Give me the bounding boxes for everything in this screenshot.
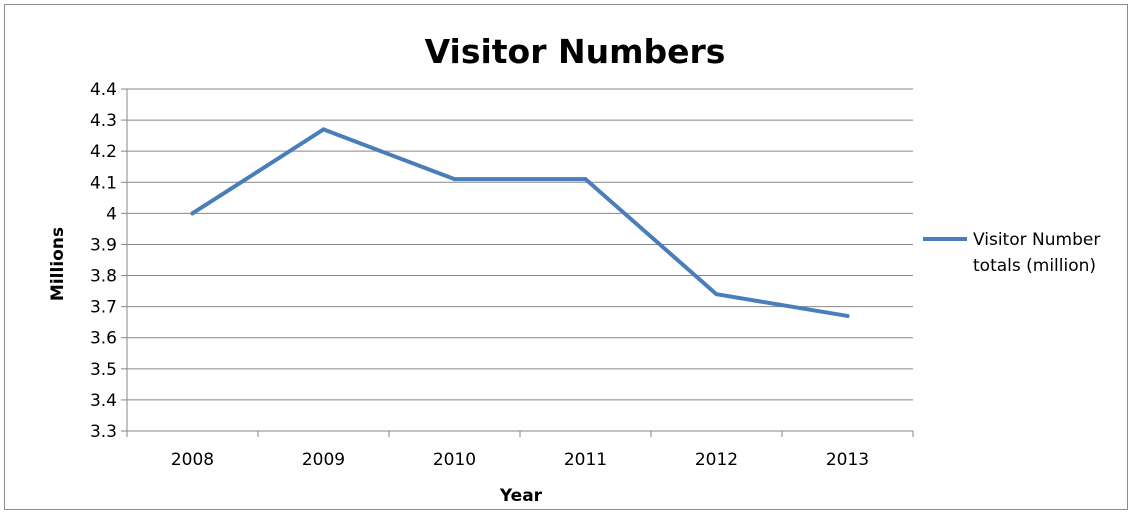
y-tick-label: 3.6: [90, 329, 117, 349]
x-tick-label: 2013: [826, 450, 869, 470]
y-tick-label: 3.8: [90, 267, 117, 287]
y-tick-label: 4.4: [90, 80, 117, 100]
x-tick-label: 2012: [695, 450, 738, 470]
data-point: [714, 292, 719, 297]
series-group: [190, 127, 850, 318]
y-tick-label: 3.7: [90, 298, 117, 318]
data-point: [583, 177, 588, 182]
y-axis-ticks: 3.3 3.4 3.5 3.6 3.7 3.8 3.9 4 4.1 4.2 4.3 4.4: [90, 80, 128, 442]
y-tick-label: 3.4: [90, 391, 117, 411]
chart-frame: Visitor Numbers 3.3 3.4 3.5 3.6 3.7 3.8 3.9 4 4.…: [4, 4, 1128, 510]
y-tick-label: 4.3: [90, 111, 117, 131]
chart-title: Visitor Numbers: [425, 32, 726, 71]
y-tick-label: 4.1: [90, 173, 117, 193]
data-point: [845, 313, 850, 318]
y-tick-label: 4.2: [90, 142, 117, 162]
data-point: [321, 127, 326, 132]
data-point: [190, 211, 195, 216]
x-tick-label: 2009: [302, 450, 345, 470]
legend-label: totals (million): [973, 256, 1096, 276]
y-axis-title: Millions: [48, 227, 68, 301]
y-tick-label: 3.5: [90, 360, 117, 380]
data-point: [452, 177, 457, 182]
x-tick-label: 2010: [433, 450, 476, 470]
y-tick-label: 4: [106, 204, 117, 224]
y-tick-label: 3.9: [90, 235, 117, 255]
gridlines: [127, 88, 913, 432]
series-line: [190, 127, 850, 318]
legend: Visitor Number totals (million): [923, 230, 1100, 276]
line-chart: Visitor Numbers 3.3 3.4 3.5 3.6 3.7 3.8 3.9 4 4.…: [48, 32, 1100, 506]
x-tick-label: 2011: [564, 450, 607, 470]
x-axis-title: Year: [499, 486, 543, 506]
x-axis-ticks: 2008 2009 2010 2011 2012 2013: [126, 430, 914, 470]
legend-label: Visitor Number: [973, 230, 1100, 250]
y-tick-label: 3.3: [90, 422, 117, 442]
x-tick-label: 2008: [171, 450, 214, 470]
